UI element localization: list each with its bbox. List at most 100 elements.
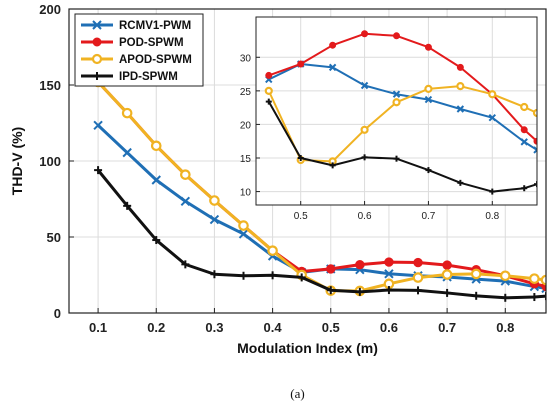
point-ipd-spwm <box>443 288 452 297</box>
x-tick-label: 0.3 <box>205 320 223 335</box>
point-rcmv1-pwm <box>151 175 161 185</box>
point-pod-spwm <box>413 257 423 268</box>
point-ipd-spwm <box>355 287 364 296</box>
y-axis-title: THD-V (%) <box>9 127 25 195</box>
inset-point-pod-spwm <box>424 43 432 51</box>
inset-point-rcmv1-pwm-stroke-b <box>328 63 337 72</box>
inset-point-rcmv1-pwm-stroke-b <box>488 114 497 122</box>
point-rcmv1-pwm-stroke-b <box>238 229 249 239</box>
point-rcmv1-pwm <box>209 214 220 225</box>
inset-point-rcmv1-pwm-stroke-b <box>424 95 433 104</box>
inset-point-pod-spwm <box>456 63 464 71</box>
inset-point-rcmv1-pwm-stroke-a <box>533 146 537 152</box>
inset-line-pod-spwm <box>268 32 537 142</box>
inset-series-layer <box>264 30 537 195</box>
inset-point-apod-spwm <box>488 90 497 99</box>
legend-label-rcmv1-pwm: RCMV1-PWM <box>119 20 191 32</box>
point-ipd-spwm <box>384 286 393 295</box>
point-ipd-spwm <box>181 260 190 269</box>
point-apod-spwm <box>238 220 249 231</box>
x-tick-label: 0.6 <box>380 320 398 335</box>
inset-point-ipd-spwm <box>489 188 496 195</box>
point-rcmv1-pwm <box>238 229 249 239</box>
inset-y-tick-label: 20 <box>240 120 252 131</box>
inset-point-pod-spwm <box>265 71 273 79</box>
inset-point-pod-spwm <box>533 137 537 145</box>
inset-x-tick-label: 0.6 <box>358 211 372 222</box>
inset-x-tick-label: 0.8 <box>485 211 499 222</box>
y-tick-label: 50 <box>47 230 61 245</box>
point-rcmv1-pwm-stroke-b <box>151 175 161 185</box>
x-tick-label: 0.5 <box>322 320 340 335</box>
inset-point-apod-spwm <box>520 102 529 112</box>
main-tick-labels: 0.1 0.2 0.3 0.4 0.5 0.6 0.7 0.8 0 50 100 150 200 <box>39 2 514 335</box>
inset-point-rcmv1-pwm <box>456 105 465 113</box>
legend: RCMV1-PWM POD-SPWM APOD-SPWM IPD-SPWM <box>74 13 204 87</box>
point-ipd-spwm <box>326 286 335 295</box>
inset-series-pod-spwm <box>265 30 537 145</box>
x-tick-label: 0.4 <box>264 320 283 335</box>
point-rcmv1-pwm-stroke-b <box>93 120 103 130</box>
inset-x-tick-label: 0.5 <box>294 211 308 222</box>
main-series-layer <box>92 76 546 302</box>
inset-point-pod-spwm <box>361 30 369 38</box>
point-ipd-spwm <box>530 293 539 302</box>
point-ipd-spwm <box>414 286 423 295</box>
legend-label-pod-spwm: POD-SPWM <box>119 37 184 49</box>
inset-point-ipd-spwm <box>329 162 336 169</box>
inset-point-ipd-spwm <box>521 185 528 192</box>
point-ipd-spwm <box>123 201 132 210</box>
y-tick-label: 200 <box>39 2 61 17</box>
point-ipd-spwm <box>268 271 277 280</box>
point-rcmv1-pwm <box>180 196 191 206</box>
inset-line-ipd-spwm <box>267 101 537 193</box>
point-apod-spwm <box>180 169 191 180</box>
inset-point-ipd-spwm <box>534 181 537 188</box>
inset-point-apod-spwm <box>360 125 369 134</box>
inset-point-rcmv1-pwm <box>328 63 337 72</box>
point-apod-spwm <box>267 245 278 256</box>
inset-point-rcmv1-pwm-stroke-b <box>533 148 537 154</box>
inset-frame <box>255 16 538 206</box>
inset-point-rcmv1-pwm-stroke-b <box>392 90 401 98</box>
inset-point-rcmv1-pwm-stroke-b <box>456 105 465 113</box>
point-rcmv1-pwm-stroke-b <box>541 286 546 294</box>
inset-background <box>256 17 537 205</box>
point-apod-spwm <box>412 272 424 283</box>
inset-series-ipd-spwm <box>265 98 537 195</box>
inset-x-tick-label: 0.7 <box>421 211 435 222</box>
x-tick-label: 0.7 <box>438 320 456 335</box>
point-pod-spwm <box>442 260 452 270</box>
point-ipd-spwm <box>94 166 103 175</box>
inset-point-rcmv1-pwm <box>424 95 433 104</box>
point-apod-spwm <box>470 268 482 280</box>
inset-tick-labels: 0.5 0.6 0.7 0.8 10 15 20 25 30 <box>240 53 500 222</box>
point-rcmv1-pwm-stroke-b <box>209 214 220 225</box>
inset-line-rcmv1-pwm <box>268 63 537 151</box>
inset-point-ipd-spwm <box>265 98 272 105</box>
point-ipd-spwm <box>472 291 481 300</box>
inset-point-pod-spwm <box>297 60 305 68</box>
inset-point-ipd-spwm <box>361 154 368 161</box>
point-rcmv1-pwm <box>122 147 132 158</box>
legend-marker-rcmv1-pwm <box>92 20 102 30</box>
legend-marker-pod-spwm <box>92 37 102 47</box>
point-pod-spwm <box>384 257 394 267</box>
inset-point-rcmv1-pwm <box>360 81 369 90</box>
point-apod-spwm <box>529 273 540 284</box>
figure-caption: (a) <box>290 386 304 401</box>
inset-point-rcmv1-pwm-stroke-b <box>360 81 369 90</box>
x-tick-label: 0.2 <box>147 320 165 335</box>
y-tick-label: 150 <box>39 78 61 93</box>
inset-point-rcmv1-pwm <box>488 114 497 122</box>
point-ipd-spwm <box>297 273 306 282</box>
inset-point-rcmv1-pwm <box>520 138 528 146</box>
point-rcmv1-pwm <box>384 269 394 279</box>
y-tick-label: 0 <box>54 306 61 321</box>
inset-point-apod-spwm <box>424 84 433 93</box>
point-apod-spwm <box>150 140 162 152</box>
series-ipd-spwm <box>94 166 546 302</box>
point-ipd-spwm <box>152 236 161 245</box>
